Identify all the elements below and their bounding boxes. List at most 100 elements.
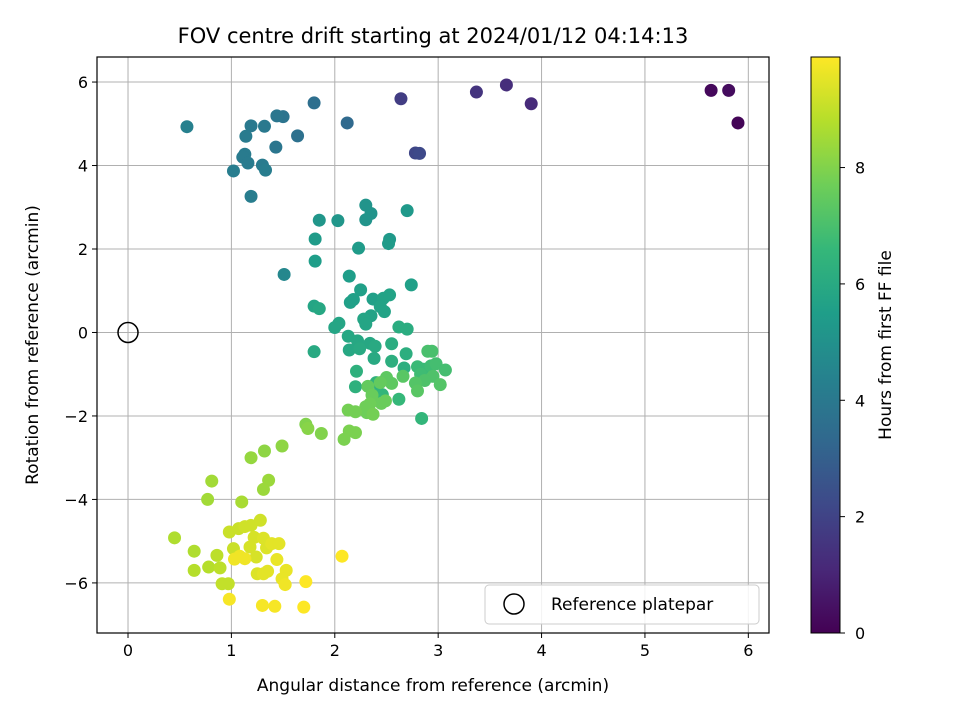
data-point — [352, 241, 366, 255]
data-point — [244, 119, 258, 133]
data-point — [722, 83, 736, 97]
data-point — [307, 96, 321, 110]
data-point — [348, 380, 362, 394]
data-point — [228, 552, 242, 566]
data-point — [331, 214, 345, 228]
data-point — [308, 232, 322, 246]
x-axis-label: Angular distance from reference (arcmin) — [257, 676, 609, 696]
grid — [97, 57, 769, 633]
y-tick-label: −2 — [64, 407, 88, 426]
data-point — [415, 411, 429, 425]
data-point — [253, 513, 267, 527]
data-point — [243, 540, 257, 554]
data-point — [438, 363, 452, 377]
data-point — [261, 564, 275, 578]
data-point — [366, 407, 380, 421]
x-tick-label: 3 — [433, 641, 443, 660]
data-point — [353, 342, 367, 356]
data-point — [239, 129, 253, 143]
x-tick-label: 5 — [640, 641, 650, 660]
data-point — [314, 426, 328, 440]
y-axis-label: Rotation from reference (arcmin) — [23, 205, 43, 485]
data-point — [202, 560, 216, 574]
data-point — [400, 204, 414, 218]
data-point — [244, 189, 258, 203]
data-point — [394, 92, 408, 106]
colorbar-tick-label: 6 — [855, 275, 865, 294]
data-point — [201, 492, 215, 506]
data-point — [385, 354, 399, 368]
colorbar-tick-label: 4 — [855, 391, 865, 410]
data-point — [275, 439, 289, 453]
data-point — [410, 384, 424, 398]
colorbar-ticks: 0 2 4 6 8 — [840, 159, 865, 643]
plot-frame — [96, 56, 770, 634]
data-point — [499, 78, 513, 92]
data-point — [367, 351, 381, 365]
data-point — [341, 403, 355, 417]
y-tick-label: −4 — [64, 490, 88, 509]
data-point — [256, 482, 270, 496]
data-point — [221, 577, 235, 591]
data-point — [213, 561, 227, 575]
x-axis-ticks: 0 1 2 3 4 5 6 — [123, 633, 753, 660]
reference-layer — [117, 321, 139, 344]
colorbar — [810, 56, 841, 634]
data-point — [368, 339, 382, 353]
y-tick-label: 4 — [78, 157, 88, 176]
data-point — [187, 563, 201, 577]
data-point — [168, 531, 182, 545]
colorbar-label: Hours from first FF file — [876, 250, 896, 440]
data-point — [404, 278, 418, 292]
colorbar-tick-label: 0 — [855, 624, 865, 643]
data-point — [335, 549, 349, 563]
data-point — [340, 116, 354, 130]
data-point — [244, 451, 258, 465]
data-point — [226, 164, 240, 178]
x-tick-label: 4 — [536, 641, 546, 660]
data-point — [268, 599, 282, 613]
data-point — [425, 344, 439, 358]
x-tick-label: 0 — [123, 641, 133, 660]
data-point — [429, 357, 443, 371]
data-point — [359, 317, 373, 331]
data-point — [257, 119, 271, 133]
data-point — [269, 140, 283, 154]
data-point — [359, 213, 373, 227]
data-point — [249, 550, 263, 564]
data-point — [187, 544, 201, 558]
y-tick-label: 0 — [78, 323, 88, 342]
x-tick-label: 2 — [330, 641, 340, 660]
data-point — [299, 575, 313, 589]
data-point — [312, 213, 326, 227]
data-point — [307, 345, 321, 359]
colorbar-tick-label: 8 — [855, 159, 865, 178]
data-point — [349, 364, 363, 378]
x-tick-label: 1 — [226, 641, 236, 660]
data-point — [235, 495, 249, 509]
legend-label: Reference platepar — [551, 595, 713, 615]
data-point — [469, 85, 483, 99]
data-point — [343, 295, 357, 309]
data-point — [222, 592, 236, 606]
y-tick-label: −6 — [64, 574, 88, 593]
data-point — [259, 163, 273, 177]
data-point — [400, 322, 414, 336]
legend-marker-open-circle — [503, 593, 525, 615]
data-point — [272, 537, 286, 551]
data-point — [257, 444, 271, 458]
data-point — [382, 237, 396, 251]
colorbar-tick-label: 2 — [855, 508, 865, 527]
data-point — [270, 109, 284, 123]
data-point — [342, 343, 356, 357]
data-point — [433, 378, 447, 392]
data-point — [337, 432, 351, 446]
data-point — [392, 392, 406, 406]
data-point — [270, 553, 284, 567]
legend-box — [484, 584, 760, 625]
y-tick-label: 6 — [78, 73, 88, 92]
data-point — [413, 146, 427, 160]
data-point — [278, 578, 292, 592]
data-point — [241, 156, 255, 170]
